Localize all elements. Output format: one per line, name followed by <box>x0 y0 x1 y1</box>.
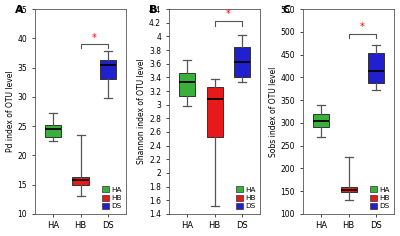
PathPatch shape <box>179 73 195 97</box>
Legend: HA, HB, DS: HA, HB, DS <box>370 186 391 210</box>
Y-axis label: Shannon index of OTU level: Shannon index of OTU level <box>137 59 146 164</box>
Text: A: A <box>14 5 23 15</box>
Y-axis label: Pd index of OTU level: Pd index of OTU level <box>6 71 14 152</box>
Text: C: C <box>283 5 291 15</box>
Text: B: B <box>148 5 157 15</box>
PathPatch shape <box>234 47 250 77</box>
PathPatch shape <box>100 60 116 79</box>
Y-axis label: Sobs index of OTU level: Sobs index of OTU level <box>269 66 278 157</box>
PathPatch shape <box>340 186 357 192</box>
Text: *: * <box>226 9 231 19</box>
Legend: HA, HB, DS: HA, HB, DS <box>236 186 257 210</box>
PathPatch shape <box>45 125 61 137</box>
PathPatch shape <box>206 87 223 137</box>
PathPatch shape <box>72 177 89 185</box>
PathPatch shape <box>368 53 384 83</box>
Legend: HA, HB, DS: HA, HB, DS <box>102 186 123 210</box>
Text: *: * <box>92 33 97 42</box>
PathPatch shape <box>313 114 329 127</box>
Text: *: * <box>360 22 365 32</box>
